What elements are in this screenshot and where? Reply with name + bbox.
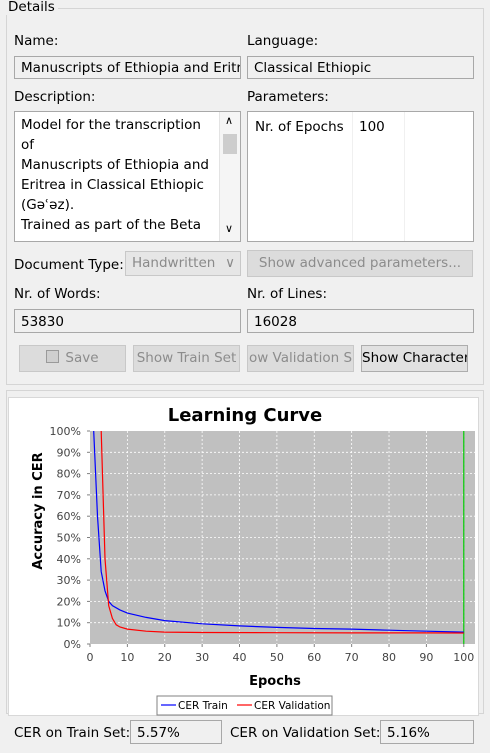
series-line-validation <box>100 430 464 634</box>
legend-label-train: CER Train <box>178 700 228 712</box>
validation-cer-label: CER on Validation Set: <box>230 725 381 741</box>
y-axis-label: Accuracy in CER <box>31 452 46 569</box>
scroll-up-icon[interactable]: ∧ <box>225 114 234 127</box>
words-field[interactable]: 53830 <box>14 309 241 333</box>
words-label: Nr. of Words: <box>14 286 101 302</box>
document-type-value: Handwritten <box>132 255 216 271</box>
x-tick-label: 90 <box>419 651 433 664</box>
y-tick-label: 40% <box>57 553 81 566</box>
x-tick-label: 60 <box>307 651 321 664</box>
x-tick-label: 30 <box>195 651 209 664</box>
x-tick-label: 100 <box>453 651 474 664</box>
description-label: Description: <box>14 89 96 105</box>
save-icon <box>46 350 60 363</box>
x-tick-label: 40 <box>233 651 247 664</box>
description-line: Eritrea in Classical Ethiopic <box>21 177 204 193</box>
train-cer-field[interactable]: 5.57% <box>130 720 222 744</box>
scroll-down-icon[interactable]: ∨ <box>225 222 234 235</box>
show-characters-button[interactable]: Show Characters <box>361 345 468 372</box>
parameters-label: Parameters: <box>247 89 329 105</box>
show-validation-set-button[interactable]: ow Validation S <box>247 345 354 372</box>
description-scrollbar[interactable]: ∧ ∨ <box>219 112 240 241</box>
details-legend: Details <box>5 0 58 15</box>
y-axis-ticks: 0% 10% 20% 30% 40% 50% 60% 70% 80% 90% 100% <box>50 425 90 651</box>
x-tick-label: 10 <box>120 651 134 664</box>
y-tick-label: 80% <box>57 468 81 481</box>
description-text: Model for the transcription of Manuscripts… <box>21 115 209 235</box>
y-tick-label: 30% <box>57 574 81 587</box>
param-value: 100 <box>359 119 385 135</box>
series-line-train <box>93 430 464 633</box>
x-tick-label: 20 <box>158 651 172 664</box>
y-tick-label: 50% <box>57 532 81 545</box>
details-group <box>6 8 484 385</box>
description-line: Trained as part of the Beta <box>21 217 202 233</box>
x-axis-ticks: 0 10 20 30 40 50 60 70 80 90 100 <box>87 644 474 664</box>
legend-label-validation: CER Validation <box>254 700 330 712</box>
show-train-set-button[interactable]: Show Train Set <box>133 345 240 372</box>
column-divider <box>352 112 353 241</box>
x-tick-label: 70 <box>345 651 359 664</box>
x-axis-label: Epochs <box>249 674 301 689</box>
name-field[interactable]: Manuscripts of Ethiopia and Eritre <box>14 56 241 79</box>
chart-grid <box>90 431 475 644</box>
description-textarea[interactable]: Model for the transcription of Manuscripts… <box>14 111 241 242</box>
chevron-down-icon: ∨ <box>225 255 235 271</box>
description-line: of <box>21 137 35 153</box>
x-tick-label: 0 <box>87 651 94 664</box>
lines-field[interactable]: 16028 <box>247 309 474 333</box>
language-field[interactable]: Classical Ethiopic <box>247 56 474 79</box>
x-tick-label: 80 <box>382 651 396 664</box>
chart-title: Learning Curve <box>168 405 323 426</box>
y-tick-label: 0% <box>64 638 81 651</box>
save-button[interactable]: Save <box>19 345 126 372</box>
language-label: Language: <box>247 33 319 49</box>
y-tick-label: 70% <box>57 489 81 502</box>
y-tick-label: 100% <box>50 425 81 438</box>
show-advanced-button[interactable]: Show advanced parameters... <box>247 250 473 277</box>
save-button-label: Save <box>65 350 99 366</box>
scroll-thumb[interactable] <box>223 134 237 154</box>
validation-cer-field[interactable]: 5.16% <box>380 720 474 744</box>
x-tick-label: 50 <box>270 651 284 664</box>
description-line: (Gəʿəz). <box>21 197 75 213</box>
y-tick-label: 10% <box>57 617 81 630</box>
document-type-label: Document Type: <box>14 257 124 273</box>
param-key: Nr. of Epochs <box>255 119 344 135</box>
chart-series <box>93 430 465 644</box>
y-tick-label: 60% <box>57 510 81 523</box>
y-tick-label: 20% <box>57 595 81 608</box>
y-tick-label: 90% <box>57 446 81 459</box>
lines-label: Nr. of Lines: <box>247 286 328 302</box>
document-type-select[interactable]: Handwritten ∨ <box>125 251 241 276</box>
column-divider <box>404 112 405 241</box>
description-line: Manuscripts of Ethiopia and <box>21 157 209 173</box>
chart-legend: CER Train CER Validation <box>156 695 333 716</box>
train-cer-label: CER on Train Set: <box>14 725 131 741</box>
parameters-table[interactable]: Nr. of Epochs 100 <box>247 111 474 242</box>
description-line: Model for the transcription <box>21 117 201 133</box>
name-label: Name: <box>14 33 59 49</box>
